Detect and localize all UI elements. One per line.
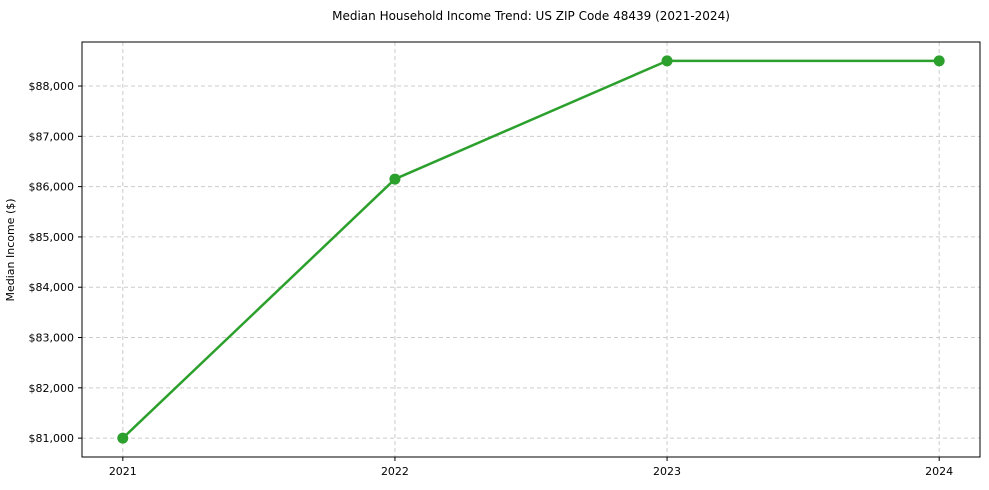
y-axis-label: Median Income ($): [4, 198, 17, 301]
axis-layer: 2021 2022 2023 2024 $81,000 $82,000 $83,000 $84…: [29, 41, 981, 478]
x-tick-label: 2023: [653, 465, 681, 478]
x-tick-label: 2024: [925, 465, 953, 478]
y-tick-label: $87,000: [29, 130, 75, 143]
data-point-2024: [933, 55, 945, 67]
data-point-2021: [117, 432, 129, 444]
chart-title: Median Household Income Trend: US ZIP Co…: [332, 9, 730, 23]
y-tick-label: $85,000: [29, 231, 75, 244]
y-tick-label: $86,000: [29, 181, 75, 194]
y-tick-label: $83,000: [29, 332, 75, 345]
x-tick-label: 2022: [381, 465, 409, 478]
x-tick-label: 2021: [109, 465, 137, 478]
y-tick-label: $84,000: [29, 281, 75, 294]
grid-layer: [82, 42, 980, 457]
data-point-2022: [389, 173, 401, 185]
data-point-2023: [661, 55, 673, 67]
y-tick-label: $82,000: [29, 382, 75, 395]
series-layer: [117, 55, 945, 444]
income-trend-line: [121, 59, 941, 440]
y-tick-label: $81,000: [29, 432, 75, 445]
plot-border: [81, 41, 981, 458]
y-tick-label: $88,000: [29, 80, 75, 93]
